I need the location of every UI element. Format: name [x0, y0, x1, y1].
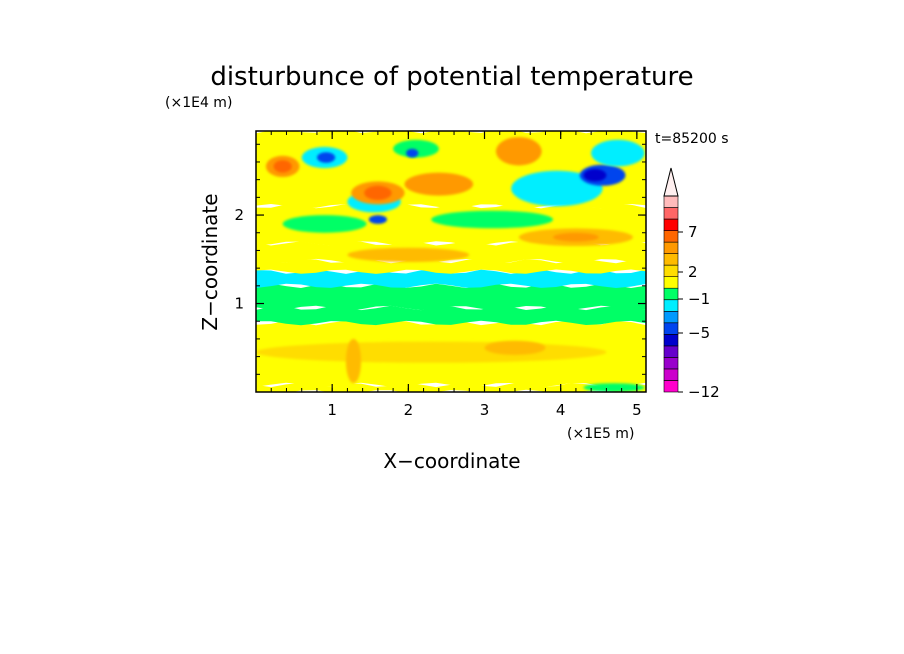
- colorbar-tick-label: −12: [688, 383, 720, 401]
- colorbar-swatch: [663, 276, 679, 289]
- x-tick-label: 4: [556, 401, 566, 419]
- x-unit-label: (×1E5 m): [567, 426, 634, 442]
- y-unit-label: (×1E4 m): [165, 95, 232, 111]
- x-tick-label: 2: [404, 401, 414, 419]
- contour-band: [256, 269, 646, 288]
- contour-blob: [511, 170, 603, 207]
- colorbar-tick-label: −5: [688, 324, 710, 342]
- x-axis-label: X−coordinate: [383, 449, 520, 473]
- contour-blob: [583, 383, 645, 392]
- contour-band: [256, 382, 646, 392]
- contour-blob: [591, 139, 645, 167]
- contour-blob: [317, 152, 336, 163]
- colorbar-swatch: [663, 230, 679, 243]
- x-tick-label: 3: [480, 401, 490, 419]
- colorbar-tick-label: 7: [688, 223, 698, 241]
- contour-blob: [364, 185, 392, 200]
- contour-blob: [256, 341, 607, 363]
- colorbar-swatch: [663, 380, 679, 393]
- colorbar-swatch: [663, 287, 679, 301]
- colorbar-swatch: [663, 207, 679, 220]
- colorbar-extend-arrow: [663, 167, 679, 197]
- contour-blob: [345, 338, 362, 384]
- contour-blob: [583, 169, 607, 182]
- colorbar-swatch: [663, 345, 679, 358]
- colorbar-tick-label: 2: [688, 263, 698, 281]
- contour-blob: [404, 172, 474, 196]
- chart-title: disturbunce of potential temperature: [210, 62, 693, 92]
- contour-blob: [282, 215, 367, 233]
- colorbar-tick-label: −1: [688, 290, 710, 308]
- colorbar-swatch: [663, 334, 679, 347]
- time-label: t=85200 s: [655, 131, 729, 147]
- contour-blob: [495, 137, 542, 166]
- contour-blob: [406, 148, 419, 158]
- y-axis: 12: [234, 143, 646, 375]
- colorbar-swatch: [663, 218, 679, 231]
- colorbar-swatch: [663, 368, 679, 381]
- contour-band: [256, 283, 646, 311]
- colorbar-swatch: [663, 195, 679, 208]
- contour-blob: [393, 139, 439, 158]
- colorbar-swatch: [663, 241, 679, 254]
- contour-blob: [553, 232, 599, 242]
- y-tick-label: 1: [234, 295, 244, 313]
- x-tick-label: 5: [632, 401, 642, 419]
- plot-frame: [255, 130, 647, 393]
- x-tick-label: 1: [327, 401, 337, 419]
- contour-blob: [368, 215, 387, 224]
- colorbar-swatch: [663, 253, 679, 266]
- contour-blob: [347, 247, 470, 262]
- contour-field: [256, 131, 646, 392]
- x-axis: 1 2 3 4 5: [270, 131, 642, 419]
- colorbar: 7 2 −1 −5 −12: [663, 167, 720, 401]
- colorbar-swatch: [663, 310, 679, 324]
- colorbar-swatch: [663, 357, 679, 370]
- y-axis-label: Z−coordinate: [198, 193, 222, 330]
- contour-blob: [431, 210, 553, 229]
- colorbar-swatch: [663, 299, 679, 312]
- contour-blob: [484, 340, 546, 355]
- contour-blob: [273, 160, 292, 173]
- contour-band: [256, 305, 646, 326]
- colorbar-swatch: [663, 264, 679, 278]
- colorbar-swatch: [663, 322, 679, 335]
- y-tick-label: 2: [234, 206, 244, 224]
